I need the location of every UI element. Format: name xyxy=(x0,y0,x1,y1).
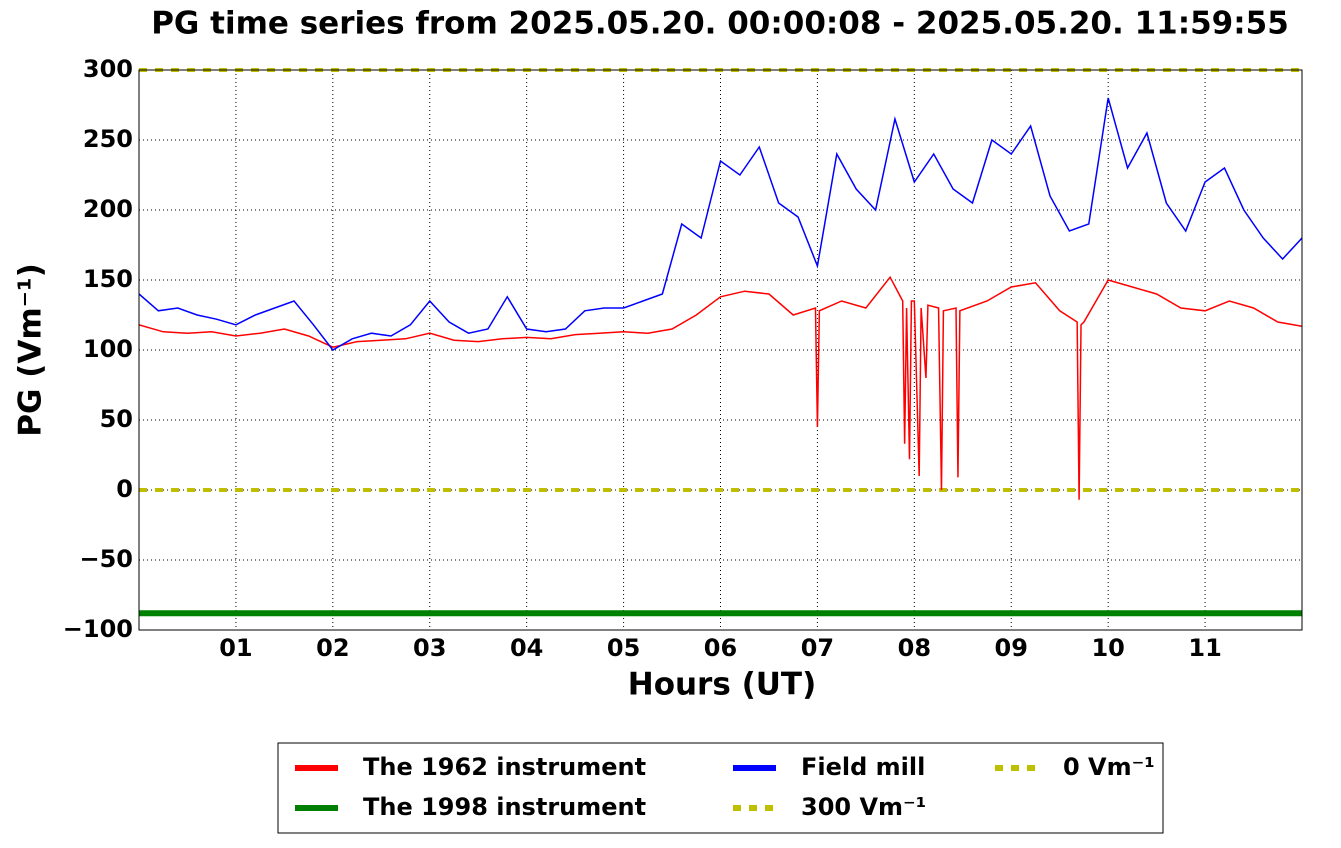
x-tick-label: 04 xyxy=(510,634,543,662)
x-tick-label: 09 xyxy=(995,634,1028,662)
y-tick-label: 150 xyxy=(83,265,133,293)
y-tick-label: 50 xyxy=(100,405,133,433)
y-axis-label: PG (Vm⁻¹) xyxy=(13,263,49,437)
y-tick-label: −100 xyxy=(63,615,133,643)
legend-label: 0 Vm⁻¹ xyxy=(1063,753,1155,781)
x-tick-label: 05 xyxy=(607,634,640,662)
legend-box xyxy=(277,742,1164,834)
y-tick-label: 0 xyxy=(116,475,133,503)
x-tick-label: 08 xyxy=(898,634,931,662)
y-tick-label: 100 xyxy=(83,335,133,363)
x-axis-label: Hours (UT) xyxy=(628,667,817,703)
y-tick-label: 300 xyxy=(83,55,133,83)
x-tick-label: 02 xyxy=(316,634,349,662)
y-tick-label: 250 xyxy=(83,125,133,153)
plot-frame xyxy=(138,69,1303,631)
y-tick-label: 200 xyxy=(83,195,133,223)
legend-label: The 1998 instrument xyxy=(363,793,646,821)
legend-label: The 1962 instrument xyxy=(363,753,646,781)
chart-title: PG time series from 2025.05.20. 00:00:08… xyxy=(151,6,1289,42)
x-tick-label: 03 xyxy=(413,634,446,662)
x-tick-label: 10 xyxy=(1091,634,1124,662)
data-line xyxy=(139,97,1302,351)
x-tick-label: 01 xyxy=(219,634,252,662)
data-line xyxy=(139,275,1302,500)
y-tick-label: −50 xyxy=(79,545,133,573)
legend-label: 300 Vm⁻¹ xyxy=(801,793,926,821)
x-tick-label: 07 xyxy=(801,634,834,662)
x-tick-label: 11 xyxy=(1188,634,1221,662)
legend-label: Field mill xyxy=(801,753,925,781)
x-tick-label: 06 xyxy=(704,634,737,662)
